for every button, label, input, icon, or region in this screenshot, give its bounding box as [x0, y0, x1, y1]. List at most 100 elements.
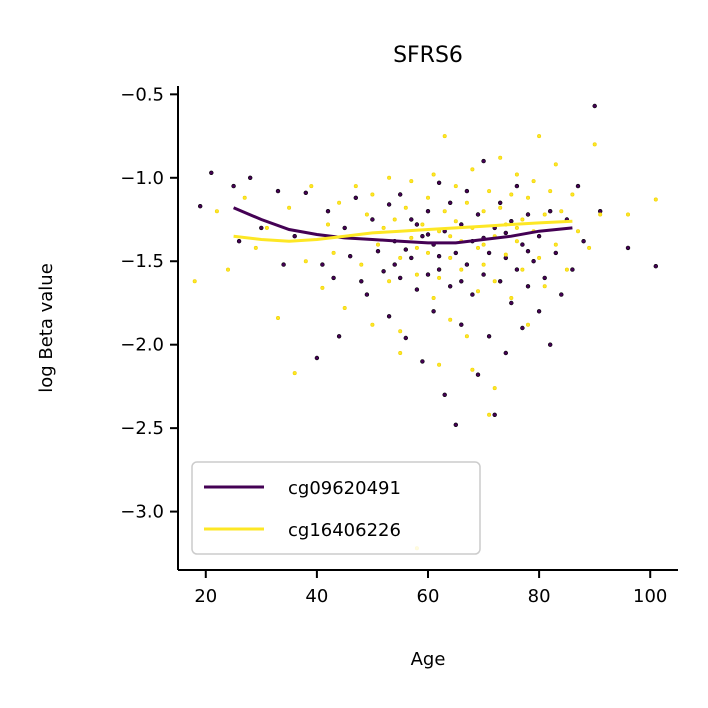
point-series-1-26: [392, 217, 397, 222]
point-series-0-45: [453, 422, 458, 427]
point-series-1-66: [509, 295, 514, 300]
point-series-1-30: [409, 235, 414, 240]
point-series-0-41: [442, 392, 447, 397]
point-series-0-33: [420, 359, 425, 364]
point-series-1-13: [331, 250, 336, 255]
point-series-0-78: [553, 250, 558, 256]
point-series-0-9: [303, 190, 308, 196]
point-series-0-14: [336, 334, 342, 339]
point-series-0-50: [470, 292, 475, 297]
point-series-0-47: [459, 322, 464, 327]
point-series-1-83: [564, 267, 569, 272]
point-series-1-90: [653, 197, 658, 202]
point-series-0-28: [403, 335, 408, 341]
point-series-0-1: [209, 170, 214, 176]
point-series-0-68: [520, 242, 525, 247]
point-series-0-71: [525, 212, 531, 217]
point-series-0-95: [392, 262, 397, 267]
chart-title: SFRS6: [393, 43, 463, 68]
point-series-1-0: [192, 279, 197, 284]
point-series-1-10: [309, 184, 314, 189]
point-series-1-4: [253, 245, 258, 250]
y-tick-label-0: −3.0: [120, 502, 164, 523]
point-series-1-24: [387, 175, 392, 180]
point-series-1-75: [537, 255, 542, 260]
point-series-0-13: [331, 275, 336, 281]
point-series-1-78: [542, 284, 547, 289]
point-series-1-65: [509, 192, 514, 197]
x-axis-label: Age: [411, 649, 446, 670]
point-series-1-2: [226, 267, 231, 272]
point-series-0-17: [353, 195, 358, 201]
point-series-0-90: [436, 254, 442, 259]
point-series-0-96: [425, 232, 431, 237]
point-series-1-3: [242, 195, 247, 200]
point-series-1-95: [414, 245, 419, 250]
point-series-0-27: [398, 192, 403, 197]
point-series-0-29: [409, 255, 414, 261]
point-series-1-49: [464, 200, 469, 205]
point-series-0-42: [448, 284, 453, 289]
point-series-0-4: [248, 175, 253, 181]
point-series-0-44: [453, 250, 458, 256]
points-layer: [192, 103, 658, 551]
point-series-0-32: [420, 234, 425, 239]
point-series-1-18: [359, 262, 364, 267]
point-series-0-20: [370, 217, 375, 222]
point-series-0-65: [509, 300, 514, 306]
point-series-0-77: [547, 342, 553, 347]
point-series-1-60: [492, 279, 497, 284]
point-series-0-70: [525, 284, 531, 289]
point-series-1-76: [537, 134, 542, 139]
point-series-1-1: [214, 209, 219, 214]
point-series-1-97: [481, 242, 486, 247]
point-series-0-73: [536, 234, 542, 239]
x-tick-label-2: 60: [417, 586, 440, 607]
point-series-0-24: [386, 314, 392, 319]
point-series-1-88: [598, 212, 603, 217]
point-series-1-5: [264, 225, 269, 230]
point-series-0-18: [359, 279, 364, 284]
y-tick-label-1: −2.5: [120, 418, 164, 439]
point-series-0-22: [381, 269, 386, 274]
point-series-1-74: [531, 179, 536, 184]
point-series-1-84: [570, 192, 575, 197]
point-series-1-9: [303, 259, 308, 264]
point-series-1-98: [514, 225, 519, 230]
point-series-1-69: [520, 217, 525, 222]
point-series-1-92: [437, 362, 442, 367]
point-series-1-6: [275, 315, 280, 320]
point-series-1-82: [559, 209, 564, 214]
point-series-1-94: [492, 386, 497, 391]
trend-line-series-0: [233, 206, 573, 245]
point-series-1-47: [459, 267, 464, 272]
point-series-1-72: [525, 322, 530, 327]
point-series-0-88: [403, 247, 408, 252]
point-series-0-11: [320, 262, 325, 267]
point-series-0-21: [375, 249, 381, 254]
point-series-1-23: [381, 225, 386, 230]
y-tick-label-2: −2.0: [120, 335, 164, 356]
point-series-1-86: [587, 245, 592, 250]
point-series-0-34: [425, 272, 431, 277]
point-series-1-27: [398, 255, 403, 260]
legend-box: [191, 461, 481, 555]
point-series-0-69: [520, 325, 525, 331]
point-series-1-56: [481, 262, 486, 267]
point-series-1-50: [464, 334, 469, 339]
point-series-1-14: [337, 200, 342, 205]
point-series-1-7: [287, 205, 292, 210]
point-series-0-63: [503, 350, 508, 356]
point-series-0-46: [459, 222, 464, 227]
point-series-1-11: [320, 285, 325, 290]
point-series-0-64: [509, 219, 514, 224]
point-series-1-57: [487, 189, 492, 194]
point-series-1-12: [325, 222, 330, 227]
point-series-1-85: [575, 229, 580, 234]
point-series-1-40: [437, 275, 442, 280]
point-series-1-29: [403, 205, 408, 210]
point-series-0-84: [592, 103, 597, 109]
point-series-0-7: [281, 262, 286, 267]
point-series-1-36: [425, 195, 430, 200]
point-series-1-68: [514, 172, 519, 177]
